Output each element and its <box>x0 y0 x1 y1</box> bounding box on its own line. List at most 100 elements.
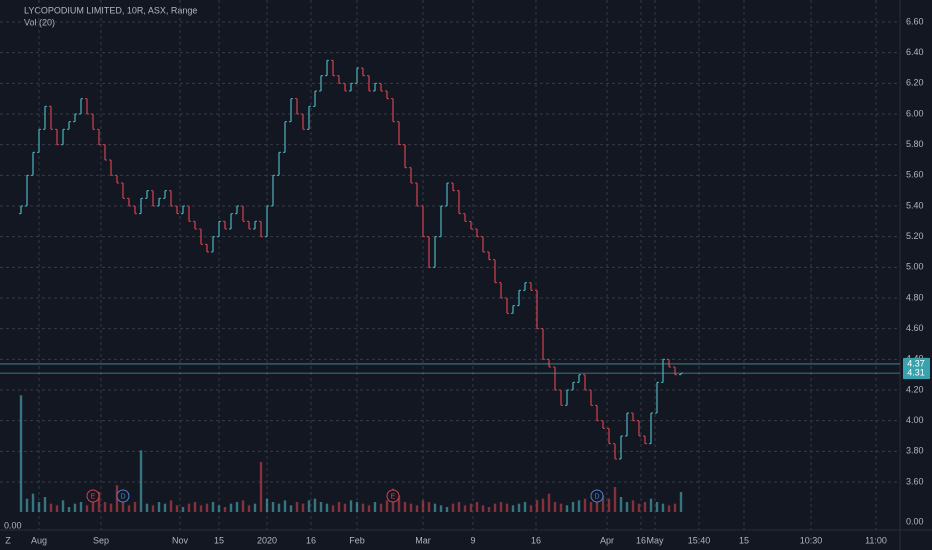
x-tick-label: Aug <box>31 535 47 545</box>
volume-bar <box>415 505 419 512</box>
volume-bar <box>637 503 641 512</box>
volume-bar <box>343 503 347 512</box>
volume-bar <box>331 505 335 512</box>
volume-bar <box>133 502 137 512</box>
volume-bar <box>205 503 209 512</box>
volume-bar <box>253 503 257 512</box>
y-tick-label: 6.00 <box>906 108 924 118</box>
volume-bar <box>523 502 527 512</box>
scale-button[interactable]: Z <box>5 535 11 545</box>
y-tick-label: 6.40 <box>906 47 924 57</box>
x-tick-label: 2020 <box>257 535 277 545</box>
x-tick-label: 9 <box>470 535 475 545</box>
volume-bar <box>547 493 551 512</box>
volume-bar <box>349 500 353 512</box>
volume-bar <box>397 495 401 512</box>
volume-bar <box>517 503 521 512</box>
volume-bar <box>193 502 197 512</box>
event-marker <box>590 489 604 503</box>
volume-bar <box>301 503 305 512</box>
volume-bar <box>277 503 281 512</box>
volume-bar <box>289 505 293 512</box>
y-tick-label: 6.20 <box>906 78 924 88</box>
volume-bar <box>127 505 131 512</box>
volume-bar <box>451 503 455 512</box>
y-tick-label: 3.60 <box>906 476 924 486</box>
volume-bar <box>577 500 581 512</box>
volume-bar <box>79 502 83 512</box>
volume-bar <box>229 503 233 512</box>
volume-bar <box>85 505 89 512</box>
x-tick-label: Apr <box>600 535 614 545</box>
volume-bar <box>565 505 569 512</box>
volume-bar <box>73 503 77 512</box>
volume-tick-label: 0.00 <box>906 516 924 526</box>
volume-bar <box>139 450 143 512</box>
volume-bar <box>613 487 617 512</box>
y-tick-label: 4.60 <box>906 323 924 333</box>
volume-bar <box>571 502 575 512</box>
volume-bar <box>631 500 635 512</box>
volume-bar <box>169 500 173 512</box>
event-label: D <box>594 493 599 500</box>
volume-bar <box>241 500 245 512</box>
volume-bar <box>409 503 413 512</box>
x-tick-label: Mar <box>415 535 431 545</box>
volume-bar <box>529 505 533 512</box>
volume-bar <box>607 498 611 512</box>
y-tick-label: 5.40 <box>906 200 924 210</box>
x-tick-label: 16 <box>306 535 316 545</box>
volume-bar <box>163 503 167 512</box>
y-tick-label: 6.60 <box>906 16 924 26</box>
y-tick-label: 4.20 <box>906 384 924 394</box>
x-tick-label: Nov <box>172 535 189 545</box>
volume-bar <box>97 492 101 512</box>
volume-bar <box>439 505 443 512</box>
x-tick-label: 15 <box>214 535 224 545</box>
volume-bar <box>235 502 239 512</box>
volume-bar <box>157 502 161 512</box>
volume-bar <box>313 498 317 512</box>
x-tick-label: 16 <box>531 535 541 545</box>
volume-bar <box>667 505 671 512</box>
volume-bar <box>499 502 503 512</box>
volume-bar <box>19 395 23 512</box>
volume-bar <box>217 505 221 512</box>
volume-bar <box>493 503 497 512</box>
x-tick-label: 15 <box>739 535 749 545</box>
volume-bar <box>619 497 623 512</box>
x-tick-label: 11:00 <box>865 535 887 545</box>
volume-bar <box>625 502 629 512</box>
y-tick-label: 4.00 <box>906 415 924 425</box>
volume-bar <box>679 492 683 512</box>
volume-bar <box>649 498 653 512</box>
volume-bar <box>601 495 605 512</box>
volume-bar <box>553 502 557 512</box>
volume-bar <box>91 497 95 512</box>
volume-bar <box>367 505 371 512</box>
volume-bar <box>673 503 677 512</box>
volume-bar <box>325 503 329 512</box>
volume-bar <box>433 503 437 512</box>
volume-bar <box>199 505 203 512</box>
volume-bar <box>655 502 659 512</box>
y-tick-label: 5.60 <box>906 170 924 180</box>
price-label-box <box>903 367 930 380</box>
volume-bar <box>541 498 545 512</box>
volume-bar <box>121 493 125 512</box>
volume-bar <box>535 500 539 512</box>
volume-bar <box>475 502 479 512</box>
y-tick-label: 5.00 <box>906 262 924 272</box>
volume-bar <box>187 503 191 512</box>
y-tick-label: 3.80 <box>906 446 924 456</box>
volume-bar <box>457 502 461 512</box>
event-marker <box>86 489 100 503</box>
volume-bar <box>247 505 251 512</box>
volume-bar <box>385 500 389 512</box>
volume-bar <box>469 503 473 512</box>
x-tick-label: Sep <box>93 535 109 545</box>
volume-bar <box>319 502 323 512</box>
volume-bar <box>421 500 425 512</box>
volume-bar <box>445 507 449 512</box>
volume-bar <box>589 502 593 512</box>
